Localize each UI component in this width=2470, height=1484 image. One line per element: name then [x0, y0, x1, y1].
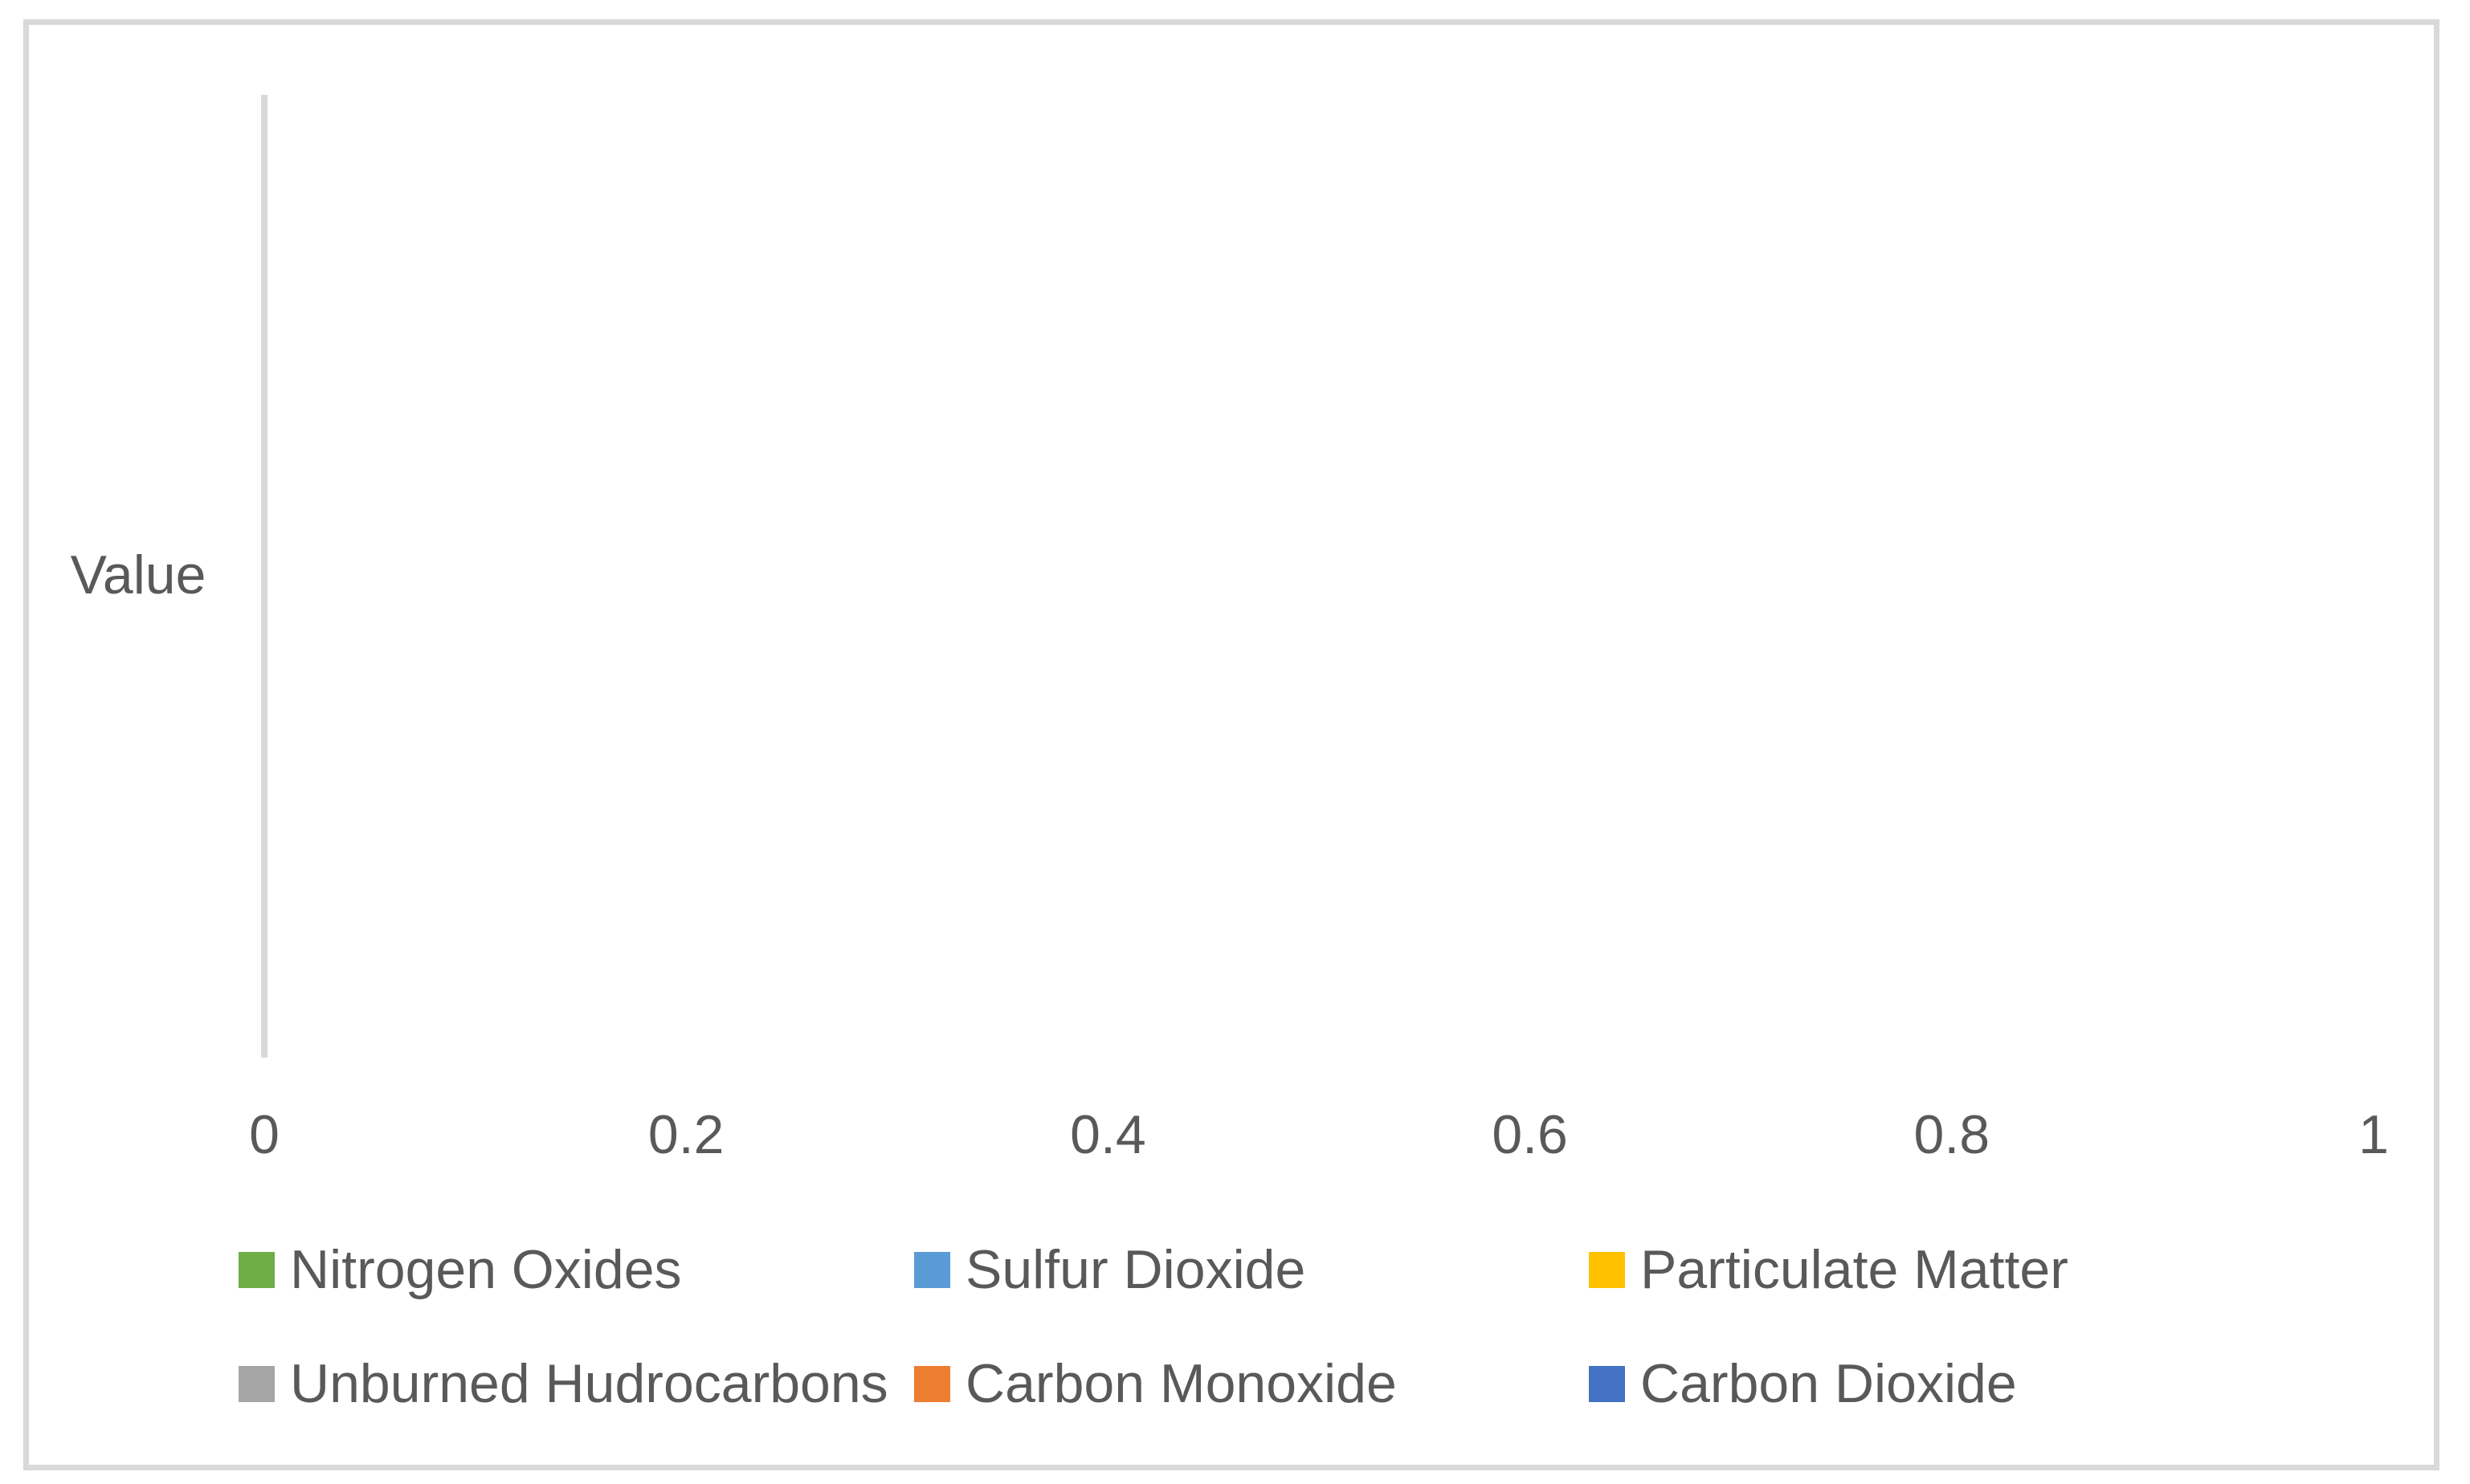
legend-label: Nitrogen Oxides [290, 1239, 682, 1300]
legend-swatch [239, 1365, 275, 1402]
legend-item: Carbon Monoxide [914, 1356, 1397, 1411]
legend-swatch [1589, 1365, 1625, 1402]
legend-item: Nitrogen Oxides [239, 1242, 682, 1297]
x-axis-tick-label: 1 [2358, 1104, 2389, 1165]
x-axis-tick-label: 0 [249, 1104, 280, 1165]
legend-item: Carbon Dioxide [1589, 1356, 2017, 1411]
legend-swatch [914, 1251, 950, 1288]
x-axis-tick-label: 0.4 [1070, 1104, 1146, 1165]
x-axis-tick-label: 0.6 [1492, 1104, 1568, 1165]
category-axis-label: Value [70, 544, 206, 605]
legend-swatch [239, 1251, 275, 1288]
legend-swatch [914, 1365, 950, 1402]
legend-swatch [1589, 1251, 1625, 1288]
x-axis-tick-label: 0.8 [1913, 1104, 1990, 1165]
legend-label: Particulate Matter [1640, 1239, 2068, 1300]
x-axis-tick-label: 0.2 [647, 1104, 725, 1165]
legend-label: Carbon Monoxide [966, 1353, 1397, 1414]
legend-label: Unburned Hudrocarbons [290, 1353, 888, 1414]
legend-label: Carbon Dioxide [1640, 1353, 2017, 1414]
legend-label: Sulfur Dioxide [966, 1239, 1306, 1300]
category-axis-line [261, 95, 267, 1058]
chart-border-frame [23, 19, 2439, 1470]
legend-item: Sulfur Dioxide [914, 1242, 1305, 1297]
legend-item: Particulate Matter [1589, 1242, 2068, 1297]
legend-item: Unburned Hudrocarbons [239, 1356, 888, 1411]
